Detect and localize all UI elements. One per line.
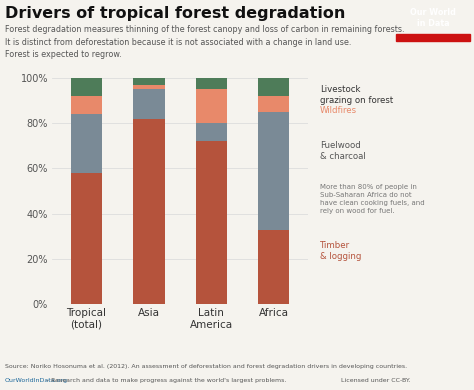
Bar (196, 141, 227, 304)
Text: More than 80% of people in
Sub-Saharan Africa do not
have clean cooking fuels, a: More than 80% of people in Sub-Saharan A… (320, 184, 425, 214)
Bar (133, 78, 164, 85)
Bar (258, 96, 289, 112)
Bar (71, 96, 102, 114)
Bar (258, 112, 289, 230)
Text: OurWorldInData.org: OurWorldInData.org (5, 378, 68, 383)
Bar (196, 123, 227, 141)
Text: Wildfires: Wildfires (320, 106, 357, 115)
Bar (133, 89, 164, 119)
Bar (133, 119, 164, 304)
Bar (396, 34, 470, 41)
Text: Timber
& logging: Timber & logging (320, 241, 361, 261)
Text: – Research and data to make progress against the world's largest problems.: – Research and data to make progress aga… (44, 378, 286, 383)
Text: Licensed under CC-BY.: Licensed under CC-BY. (341, 378, 411, 383)
Bar (71, 78, 102, 96)
Text: Source: Noriko Hosonuma et al. (2012). An assessment of deforestation and forest: Source: Noriko Hosonuma et al. (2012). A… (5, 363, 407, 369)
Text: Drivers of tropical forest degradation: Drivers of tropical forest degradation (5, 6, 345, 21)
Text: Livestock
grazing on forest: Livestock grazing on forest (320, 85, 393, 105)
Text: Our World
in Data: Our World in Data (410, 8, 456, 28)
Bar (71, 173, 102, 304)
Text: Forest degradation measures thinning of the forest canopy and loss of carbon in : Forest degradation measures thinning of … (5, 25, 404, 59)
Bar (258, 230, 289, 304)
Bar (196, 89, 227, 123)
Bar (133, 85, 164, 89)
Bar (71, 114, 102, 173)
Bar (258, 78, 289, 96)
Bar (196, 78, 227, 89)
Text: Fuelwood
& charcoal: Fuelwood & charcoal (320, 141, 366, 161)
